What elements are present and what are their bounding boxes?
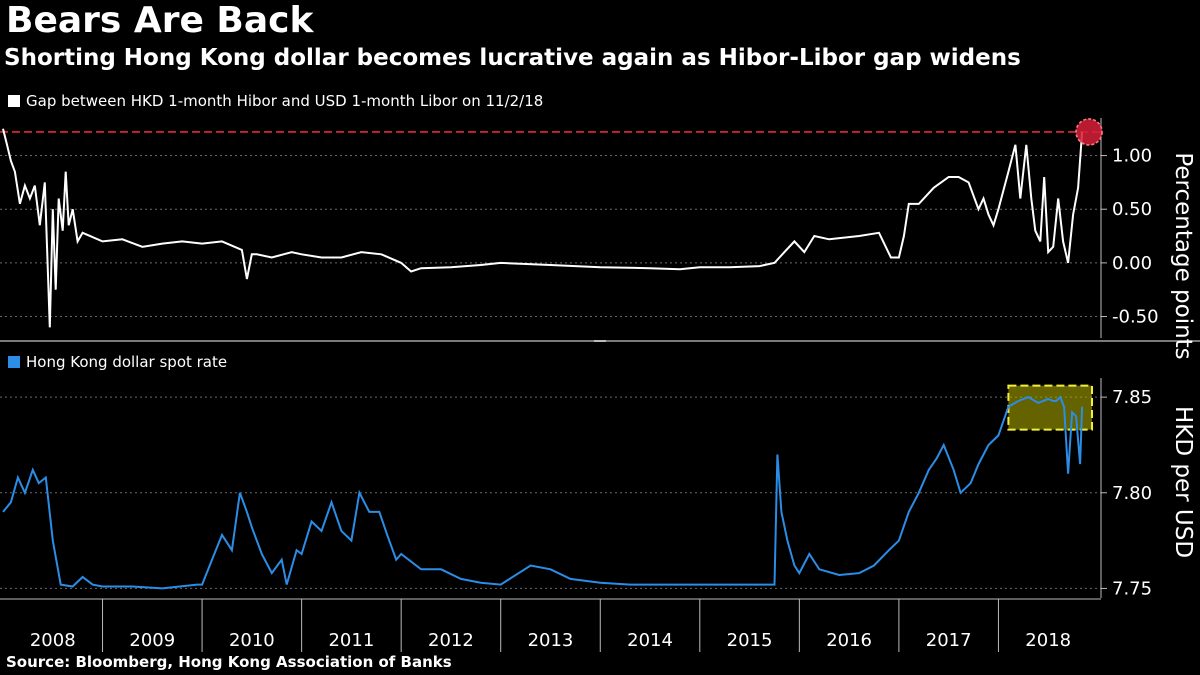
bottom-y-axis-label: HKD per USD: [1170, 406, 1196, 558]
y-tick-label: 7.75: [1112, 578, 1152, 599]
x-year-label: 2017: [926, 630, 972, 651]
x-year-label: 2015: [727, 630, 773, 651]
top-gridlines: [0, 155, 1101, 318]
x-year-label: 2014: [627, 630, 673, 651]
x-year-label: 2012: [428, 630, 474, 651]
top-legend-label: Gap between HKD 1-month Hibor and USD 1-…: [26, 92, 544, 110]
spot-rate-series-line: [2, 395, 1084, 590]
y-tick-label: -0.50: [1112, 307, 1159, 328]
y-tick-label: 1.00: [1112, 146, 1152, 167]
top-y-ticks: -0.50 0.00 0.50 1.00: [1101, 146, 1159, 328]
year-labels: 2008 2009 2010 2011 2012 2013 2014 2015 2016 2017…: [30, 599, 1071, 652]
chart-title: Bears Are Back: [6, 0, 314, 41]
x-year-label: 2011: [328, 630, 374, 651]
x-year-label: 2010: [229, 630, 275, 651]
bottom-y-ticks: 7.75 7.80 7.85: [1101, 387, 1152, 599]
top-y-axis-label: Percentage points: [1170, 152, 1196, 359]
y-tick-label: 7.80: [1112, 483, 1152, 504]
bottom-gridlines: [0, 396, 1101, 589]
x-year-label: 2008: [30, 630, 76, 651]
highlight-box: [1007, 384, 1094, 431]
x-year-label: 2018: [1025, 630, 1071, 651]
y-tick-label: 7.85: [1112, 387, 1152, 408]
bottom-legend: Hong Kong dollar spot rate: [8, 353, 227, 371]
y-tick-label: 0.00: [1112, 253, 1152, 274]
top-panel: -0.50 0.00 0.50 1.00 Percentage points: [0, 118, 1196, 360]
y-tick-label: 0.50: [1112, 199, 1152, 220]
x-axis: 2008 2009 2010 2011 2012 2013 2014 2015 2016 2017…: [0, 598, 1101, 652]
gap-series-line: [2, 128, 1084, 328]
latest-value-marker: [1075, 118, 1103, 146]
top-legend: Gap between HKD 1-month Hibor and USD 1-…: [8, 92, 543, 110]
source-note: Source: Bloomberg, Hong Kong Association…: [6, 653, 452, 671]
bottom-legend-swatch: [8, 356, 20, 368]
chart-subtitle: Shorting Hong Kong dollar becomes lucrat…: [4, 45, 1021, 71]
x-year-label: 2013: [528, 630, 574, 651]
top-legend-swatch: [8, 95, 20, 107]
bottom-legend-label: Hong Kong dollar spot rate: [26, 353, 228, 371]
bottom-panel: 7.75 7.80 7.85 HKD per USD: [0, 378, 1196, 599]
x-year-label: 2016: [826, 630, 872, 651]
x-year-label: 2009: [129, 630, 175, 651]
